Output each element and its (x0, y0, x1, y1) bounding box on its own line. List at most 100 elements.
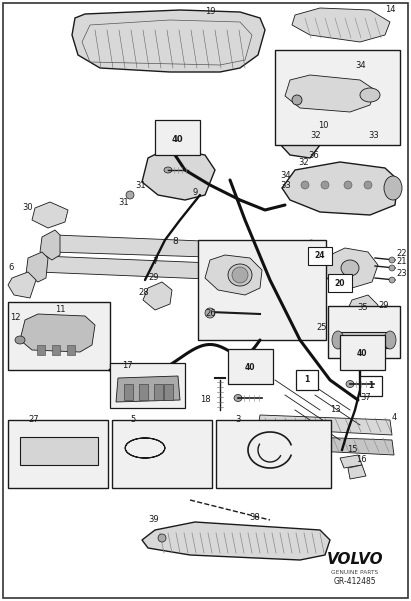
Polygon shape (42, 235, 310, 260)
Text: 9: 9 (192, 188, 197, 197)
Text: 8: 8 (172, 237, 178, 246)
Bar (328, 274, 352, 292)
Polygon shape (258, 415, 392, 435)
Text: 33: 33 (280, 181, 291, 190)
Polygon shape (298, 240, 318, 260)
Text: 18: 18 (200, 395, 210, 404)
Bar (198, 240, 326, 340)
Polygon shape (278, 120, 320, 158)
Text: 27: 27 (28, 415, 39, 424)
Text: 6: 6 (8, 263, 14, 272)
Text: 28: 28 (138, 288, 149, 297)
Text: 36: 36 (308, 151, 319, 160)
Ellipse shape (164, 167, 172, 173)
Text: 30: 30 (22, 203, 32, 212)
Text: 1: 1 (305, 376, 309, 385)
Text: 13: 13 (330, 405, 341, 414)
Ellipse shape (15, 336, 25, 344)
Bar (124, 384, 133, 400)
Text: 29: 29 (378, 301, 388, 310)
Polygon shape (348, 465, 366, 479)
Ellipse shape (360, 88, 380, 102)
Polygon shape (256, 435, 394, 455)
Bar (67, 345, 75, 355)
Text: 12: 12 (10, 313, 21, 322)
Circle shape (321, 181, 329, 189)
Bar (154, 384, 163, 400)
Ellipse shape (346, 380, 354, 388)
Text: 33: 33 (368, 131, 379, 140)
Circle shape (364, 181, 372, 189)
Bar (296, 370, 318, 390)
Polygon shape (345, 295, 378, 326)
Text: 4: 4 (392, 413, 397, 422)
Bar (112, 420, 212, 488)
Text: 14: 14 (385, 5, 395, 14)
Text: 20: 20 (335, 278, 345, 287)
Ellipse shape (384, 331, 396, 349)
Bar (139, 384, 148, 400)
Polygon shape (282, 162, 398, 215)
Text: 40: 40 (245, 364, 255, 373)
Bar (52, 345, 60, 355)
Ellipse shape (228, 264, 252, 286)
Text: 11: 11 (55, 305, 65, 314)
Circle shape (389, 277, 395, 283)
Text: 31: 31 (135, 181, 145, 190)
Text: 26: 26 (205, 309, 216, 318)
Polygon shape (205, 255, 262, 295)
Text: 22: 22 (396, 249, 406, 258)
Text: 7: 7 (152, 257, 158, 266)
Bar (110, 363, 185, 408)
Text: 38: 38 (249, 513, 261, 522)
Text: 40: 40 (171, 135, 183, 144)
Polygon shape (340, 455, 362, 468)
Polygon shape (285, 75, 375, 112)
Polygon shape (32, 202, 68, 228)
Bar (338, 332, 390, 348)
Bar (360, 376, 382, 396)
Text: 39: 39 (148, 515, 159, 524)
Bar (228, 349, 273, 384)
Polygon shape (320, 248, 378, 288)
Text: 16: 16 (356, 455, 367, 464)
Polygon shape (72, 10, 265, 72)
Text: GENUINE PARTS: GENUINE PARTS (331, 570, 379, 575)
Polygon shape (116, 376, 180, 402)
Circle shape (389, 265, 395, 271)
Bar (8, 420, 108, 488)
Text: 21: 21 (396, 257, 406, 266)
Text: 40: 40 (357, 350, 367, 359)
Text: 3: 3 (235, 415, 240, 424)
Text: 32: 32 (310, 131, 321, 140)
Text: 24: 24 (315, 251, 325, 260)
Polygon shape (20, 314, 95, 352)
Polygon shape (278, 262, 298, 280)
Bar (164, 384, 173, 400)
Text: 15: 15 (347, 445, 358, 454)
Text: 32: 32 (298, 158, 309, 167)
Bar (328, 306, 400, 358)
Polygon shape (26, 252, 48, 282)
Text: 19: 19 (205, 7, 215, 16)
Polygon shape (28, 256, 292, 282)
Circle shape (301, 181, 309, 189)
Bar (37, 345, 45, 355)
Text: VOLVO: VOLVO (327, 552, 383, 567)
Text: 29: 29 (148, 273, 159, 282)
Bar (340, 335, 385, 370)
Text: 5: 5 (130, 415, 135, 424)
Circle shape (344, 181, 352, 189)
Bar (155, 120, 200, 155)
Ellipse shape (332, 331, 344, 349)
Circle shape (205, 308, 215, 318)
Ellipse shape (234, 394, 242, 401)
Text: 10: 10 (318, 121, 328, 130)
Text: GR-412485: GR-412485 (334, 578, 376, 587)
Polygon shape (143, 282, 172, 310)
Polygon shape (292, 8, 390, 42)
Ellipse shape (341, 260, 359, 276)
Polygon shape (142, 148, 215, 200)
Circle shape (126, 191, 134, 199)
Text: 17: 17 (122, 361, 133, 370)
